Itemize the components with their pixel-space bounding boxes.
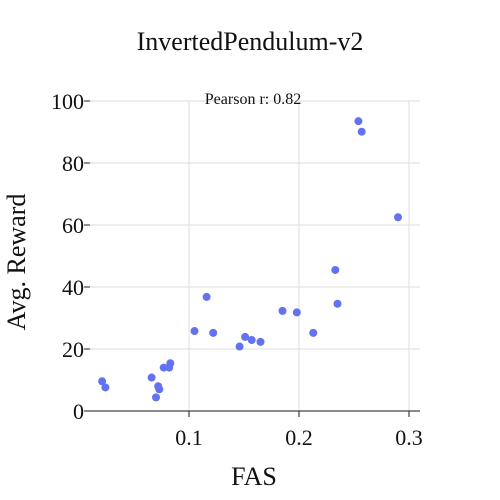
grid-layer (90, 100, 420, 412)
data-point (202, 292, 211, 301)
y-tick-label: 20 (62, 337, 84, 362)
tick-labels-layer: 0 20 40 60 80 100 0.1 0.2 0.3 (51, 89, 423, 450)
data-point (292, 308, 301, 317)
y-axis-label: Avg. Reward (2, 194, 31, 331)
data-point (241, 332, 250, 341)
x-axis-label: FAS (231, 462, 277, 491)
data-point (256, 337, 265, 346)
data-point (357, 127, 366, 136)
y-tick-label: 40 (62, 275, 84, 300)
data-point (278, 306, 287, 315)
data-point (354, 117, 363, 126)
data-point (101, 383, 110, 392)
data-point (394, 213, 402, 222)
y-tick-label: 100 (51, 89, 84, 114)
data-points-layer (98, 117, 402, 402)
chart-title: InvertedPendulum-v2 (137, 27, 364, 56)
x-tick-label: 0.2 (285, 425, 313, 450)
data-point (166, 359, 175, 368)
y-tick-label: 0 (73, 399, 84, 424)
data-point (247, 336, 256, 345)
x-tick-label: 0.1 (175, 425, 203, 450)
pearson-annotation: Pearson r: 0.82 (205, 91, 301, 108)
data-point (147, 373, 156, 382)
data-point (235, 342, 244, 351)
data-point (155, 385, 164, 394)
x-tick-label: 0.3 (395, 425, 423, 450)
y-tick-label: 60 (62, 213, 84, 238)
axes-layer (84, 100, 420, 417)
data-point (309, 328, 318, 337)
data-point (98, 377, 107, 386)
data-point (333, 299, 342, 308)
y-tick-label: 80 (62, 151, 84, 176)
data-point (159, 363, 168, 372)
data-point (209, 328, 218, 337)
data-point (190, 327, 199, 336)
data-point (152, 393, 160, 402)
data-point (331, 265, 340, 274)
